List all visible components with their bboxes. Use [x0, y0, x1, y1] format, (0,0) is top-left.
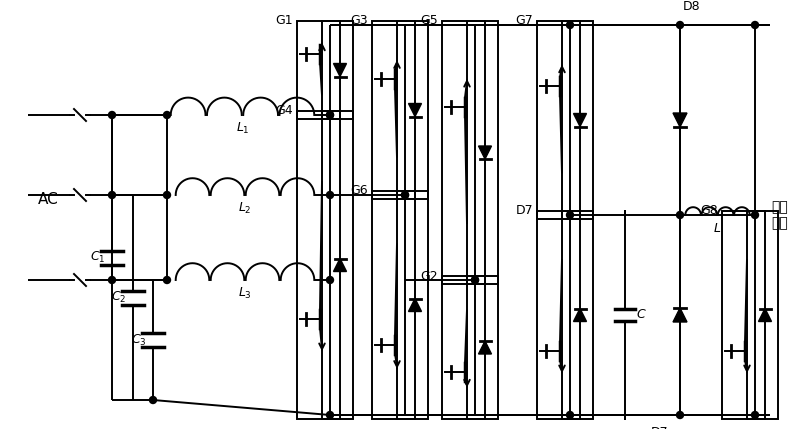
Circle shape: [751, 21, 758, 28]
Text: AC: AC: [38, 193, 58, 208]
Polygon shape: [334, 63, 346, 76]
Text: G7: G7: [515, 15, 533, 27]
Polygon shape: [673, 113, 687, 127]
Polygon shape: [574, 114, 586, 127]
Text: D7: D7: [651, 426, 669, 429]
Circle shape: [402, 191, 409, 199]
Circle shape: [163, 277, 170, 284]
Bar: [297, 21, 353, 119]
Bar: [442, 21, 498, 284]
Circle shape: [163, 191, 170, 199]
Polygon shape: [409, 299, 422, 311]
Text: G4: G4: [275, 105, 293, 118]
Polygon shape: [673, 308, 687, 322]
Circle shape: [677, 211, 683, 218]
Text: $C_3$: $C_3$: [131, 332, 147, 347]
Bar: [372, 21, 428, 199]
Circle shape: [326, 191, 334, 199]
Circle shape: [109, 191, 115, 199]
Circle shape: [677, 411, 683, 419]
Text: 超导
线圈: 超导 线圈: [772, 200, 788, 230]
Text: G5: G5: [420, 15, 438, 27]
Circle shape: [471, 277, 478, 284]
Text: $L_1$: $L_1$: [236, 121, 250, 136]
Circle shape: [566, 411, 574, 419]
Bar: [537, 211, 593, 419]
Text: G8: G8: [700, 205, 718, 218]
Polygon shape: [478, 146, 491, 159]
Text: G6: G6: [350, 184, 368, 197]
Circle shape: [751, 211, 758, 218]
Circle shape: [326, 112, 334, 118]
Bar: [537, 21, 593, 219]
Text: $C$: $C$: [636, 308, 646, 321]
Circle shape: [471, 277, 478, 284]
Bar: [372, 191, 428, 419]
Circle shape: [566, 211, 574, 218]
Text: $C_1$: $C_1$: [90, 250, 106, 265]
Text: D8: D8: [683, 0, 701, 13]
Polygon shape: [478, 341, 491, 354]
Bar: [297, 111, 353, 419]
Polygon shape: [334, 259, 346, 272]
Circle shape: [751, 411, 758, 419]
Text: D7: D7: [515, 205, 533, 218]
Polygon shape: [574, 308, 586, 321]
Circle shape: [150, 396, 157, 404]
Circle shape: [109, 277, 115, 284]
Circle shape: [326, 112, 334, 118]
Circle shape: [566, 21, 574, 28]
Polygon shape: [758, 308, 771, 321]
Circle shape: [677, 21, 683, 28]
Circle shape: [326, 411, 334, 419]
Bar: [442, 276, 498, 419]
Text: G3: G3: [350, 15, 368, 27]
Circle shape: [326, 277, 334, 284]
Polygon shape: [409, 103, 422, 117]
Text: G2: G2: [420, 269, 438, 283]
Circle shape: [109, 112, 115, 118]
Text: $L_2$: $L_2$: [238, 200, 252, 215]
Text: G1: G1: [275, 15, 293, 27]
Text: $C_2$: $C_2$: [111, 290, 126, 305]
Bar: [722, 211, 778, 419]
Circle shape: [402, 191, 409, 199]
Text: $L_3$: $L_3$: [238, 285, 252, 301]
Circle shape: [163, 112, 170, 118]
Text: $L$: $L$: [714, 221, 722, 235]
